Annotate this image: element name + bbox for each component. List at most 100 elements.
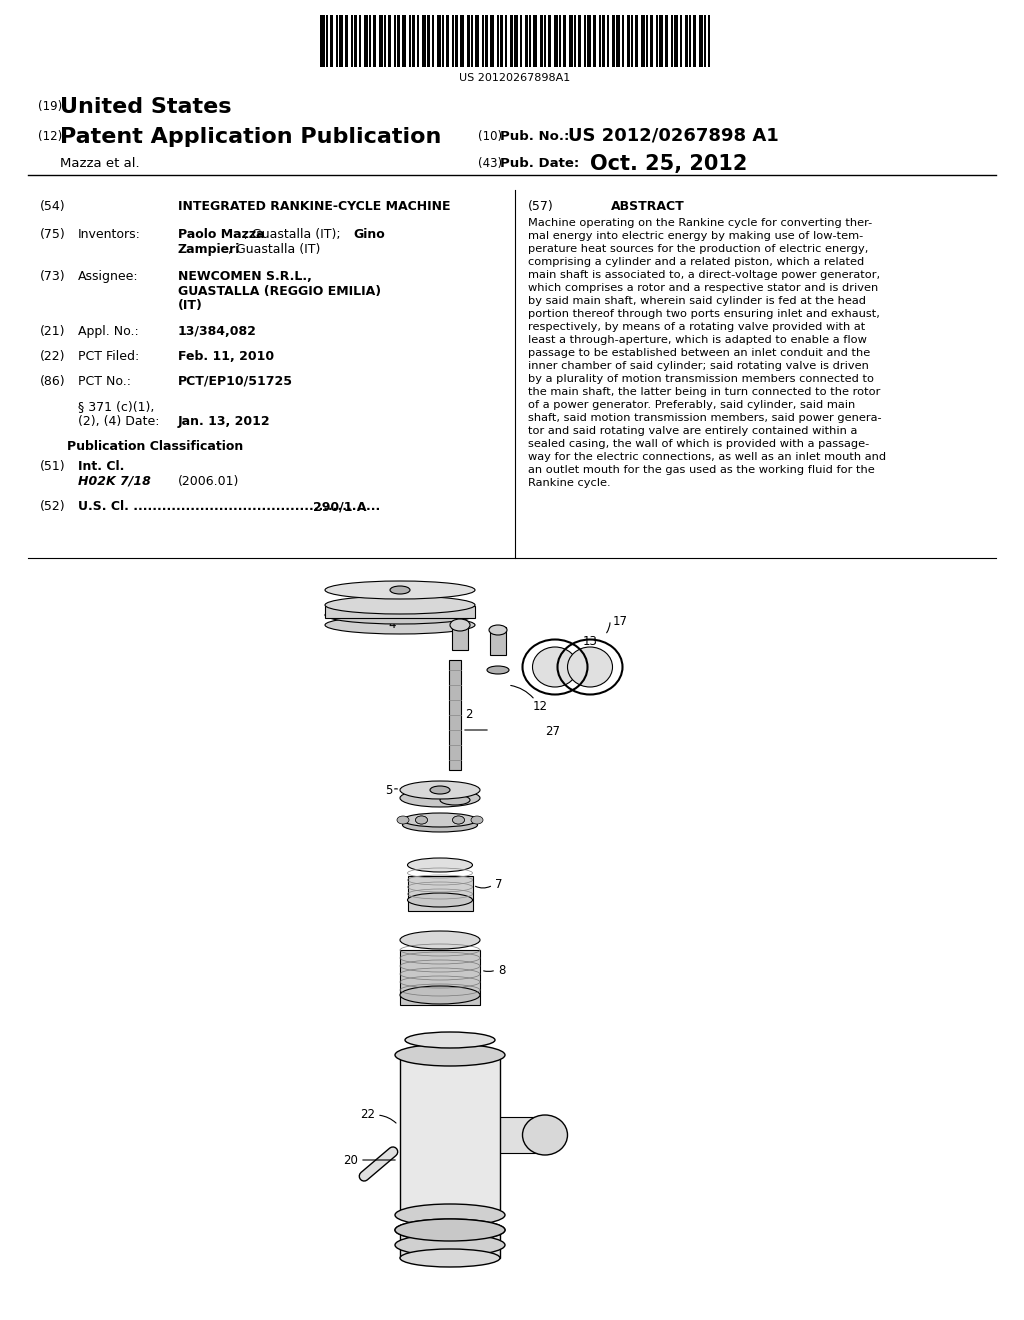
Bar bbox=[522, 15, 525, 67]
Ellipse shape bbox=[408, 894, 472, 907]
FancyBboxPatch shape bbox=[490, 627, 506, 655]
Text: inner chamber of said cylinder; said rotating valve is driven: inner chamber of said cylinder; said rot… bbox=[528, 360, 869, 371]
Text: Rankine cycle.: Rankine cycle. bbox=[528, 478, 610, 488]
Text: the main shaft, the latter being in turn connected to the rotor: the main shaft, the latter being in turn… bbox=[528, 387, 881, 397]
Text: main shaft is associated to, a direct-voltage power generator,: main shaft is associated to, a direct-vo… bbox=[528, 271, 880, 280]
Bar bbox=[575, 15, 578, 67]
Bar bbox=[596, 15, 599, 67]
Text: portion thereof through two ports ensuring inlet and exhaust,: portion thereof through two ports ensuri… bbox=[528, 309, 880, 319]
Text: 8: 8 bbox=[498, 964, 506, 977]
Text: which comprises a rotor and a respective stator and is driven: which comprises a rotor and a respective… bbox=[528, 282, 879, 293]
Text: by a plurality of motion transmission members connected to: by a plurality of motion transmission me… bbox=[528, 374, 874, 384]
Text: NEWCOMEN S.R.L.,: NEWCOMEN S.R.L., bbox=[178, 271, 312, 282]
Bar bbox=[434, 15, 437, 67]
Text: Assignee:: Assignee: bbox=[78, 271, 138, 282]
Text: 7: 7 bbox=[495, 879, 503, 891]
FancyBboxPatch shape bbox=[452, 624, 468, 649]
Ellipse shape bbox=[395, 1204, 505, 1226]
Text: by said main shaft, wherein said cylinder is fed at the head: by said main shaft, wherein said cylinde… bbox=[528, 296, 866, 306]
Ellipse shape bbox=[406, 1032, 495, 1048]
Text: US 20120267898A1: US 20120267898A1 bbox=[460, 73, 570, 83]
Bar bbox=[479, 15, 482, 67]
Ellipse shape bbox=[400, 986, 480, 1005]
Bar bbox=[386, 15, 388, 67]
Text: PCT No.:: PCT No.: bbox=[78, 375, 131, 388]
FancyArrowPatch shape bbox=[365, 1152, 393, 1176]
Bar bbox=[691, 15, 693, 67]
Text: (86): (86) bbox=[40, 375, 66, 388]
Text: (21): (21) bbox=[40, 325, 66, 338]
Bar bbox=[333, 15, 336, 67]
Text: (52): (52) bbox=[40, 500, 66, 513]
Bar bbox=[609, 15, 612, 67]
Text: 22: 22 bbox=[360, 1109, 375, 1122]
Text: Jan. 13, 2012: Jan. 13, 2012 bbox=[178, 414, 270, 428]
Bar bbox=[546, 15, 548, 67]
Bar bbox=[518, 15, 520, 67]
Text: 3: 3 bbox=[370, 585, 378, 598]
Text: , Guastalla (IT);: , Guastalla (IT); bbox=[244, 228, 345, 242]
Text: Oct. 25, 2012: Oct. 25, 2012 bbox=[590, 154, 748, 174]
Text: respectively, by means of a rotating valve provided with at: respectively, by means of a rotating val… bbox=[528, 322, 865, 333]
Bar bbox=[531, 15, 534, 67]
Text: PCT/EP10/51725: PCT/EP10/51725 bbox=[178, 375, 293, 388]
Ellipse shape bbox=[567, 647, 612, 686]
Text: Zampieri: Zampieri bbox=[178, 243, 241, 256]
Text: an outlet mouth for the gas used as the working fluid for the: an outlet mouth for the gas used as the … bbox=[528, 465, 874, 475]
Text: least a through-aperture, which is adapted to enable a flow: least a through-aperture, which is adapt… bbox=[528, 335, 867, 345]
Bar bbox=[488, 15, 490, 67]
FancyBboxPatch shape bbox=[325, 606, 475, 618]
Ellipse shape bbox=[453, 816, 465, 824]
Text: § 371 (c)(1),: § 371 (c)(1), bbox=[78, 400, 155, 413]
Text: (2), (4) Date:: (2), (4) Date: bbox=[78, 414, 160, 428]
Ellipse shape bbox=[397, 816, 409, 824]
Text: Publication Classification: Publication Classification bbox=[67, 440, 243, 453]
Ellipse shape bbox=[522, 1115, 567, 1155]
Text: (2006.01): (2006.01) bbox=[178, 474, 240, 487]
Bar bbox=[430, 15, 432, 67]
Text: H02K 7/18: H02K 7/18 bbox=[78, 474, 151, 487]
Bar bbox=[415, 15, 417, 67]
FancyBboxPatch shape bbox=[400, 1230, 500, 1258]
Ellipse shape bbox=[395, 1218, 505, 1241]
Text: 12: 12 bbox=[534, 700, 548, 713]
Bar bbox=[507, 15, 510, 67]
Text: perature heat sources for the production of electric energy,: perature heat sources for the production… bbox=[528, 244, 868, 253]
Bar bbox=[503, 15, 505, 67]
Bar bbox=[361, 15, 364, 67]
Text: Patent Application Publication: Patent Application Publication bbox=[60, 127, 441, 147]
Bar bbox=[473, 15, 475, 67]
Text: 17: 17 bbox=[613, 615, 628, 628]
Bar bbox=[682, 15, 685, 67]
Ellipse shape bbox=[532, 647, 578, 686]
Bar bbox=[419, 15, 422, 67]
Text: 290/1 A: 290/1 A bbox=[313, 500, 367, 513]
Bar bbox=[561, 15, 563, 67]
Text: (51): (51) bbox=[40, 459, 66, 473]
Text: 4: 4 bbox=[388, 618, 395, 631]
Bar bbox=[371, 15, 373, 67]
Bar bbox=[624, 15, 627, 67]
FancyBboxPatch shape bbox=[408, 876, 473, 911]
Ellipse shape bbox=[395, 1218, 505, 1241]
Ellipse shape bbox=[416, 816, 427, 824]
Bar bbox=[348, 15, 351, 67]
Ellipse shape bbox=[395, 1044, 505, 1067]
Text: Pub. Date:: Pub. Date: bbox=[500, 157, 580, 170]
Text: (43): (43) bbox=[478, 157, 502, 170]
Ellipse shape bbox=[453, 816, 465, 824]
Ellipse shape bbox=[390, 586, 410, 594]
Bar bbox=[400, 15, 402, 67]
Bar bbox=[696, 15, 699, 67]
Ellipse shape bbox=[408, 858, 472, 873]
Text: PCT Filed:: PCT Filed: bbox=[78, 350, 139, 363]
Text: U.S. Cl. ....................................................: U.S. Cl. ...............................… bbox=[78, 500, 380, 513]
Bar bbox=[537, 15, 540, 67]
Text: Mazza et al.: Mazza et al. bbox=[60, 157, 139, 170]
Bar bbox=[494, 15, 497, 67]
FancyBboxPatch shape bbox=[400, 1055, 500, 1210]
Ellipse shape bbox=[325, 616, 475, 634]
Bar bbox=[449, 15, 452, 67]
Bar bbox=[638, 15, 641, 67]
Text: (73): (73) bbox=[40, 271, 66, 282]
